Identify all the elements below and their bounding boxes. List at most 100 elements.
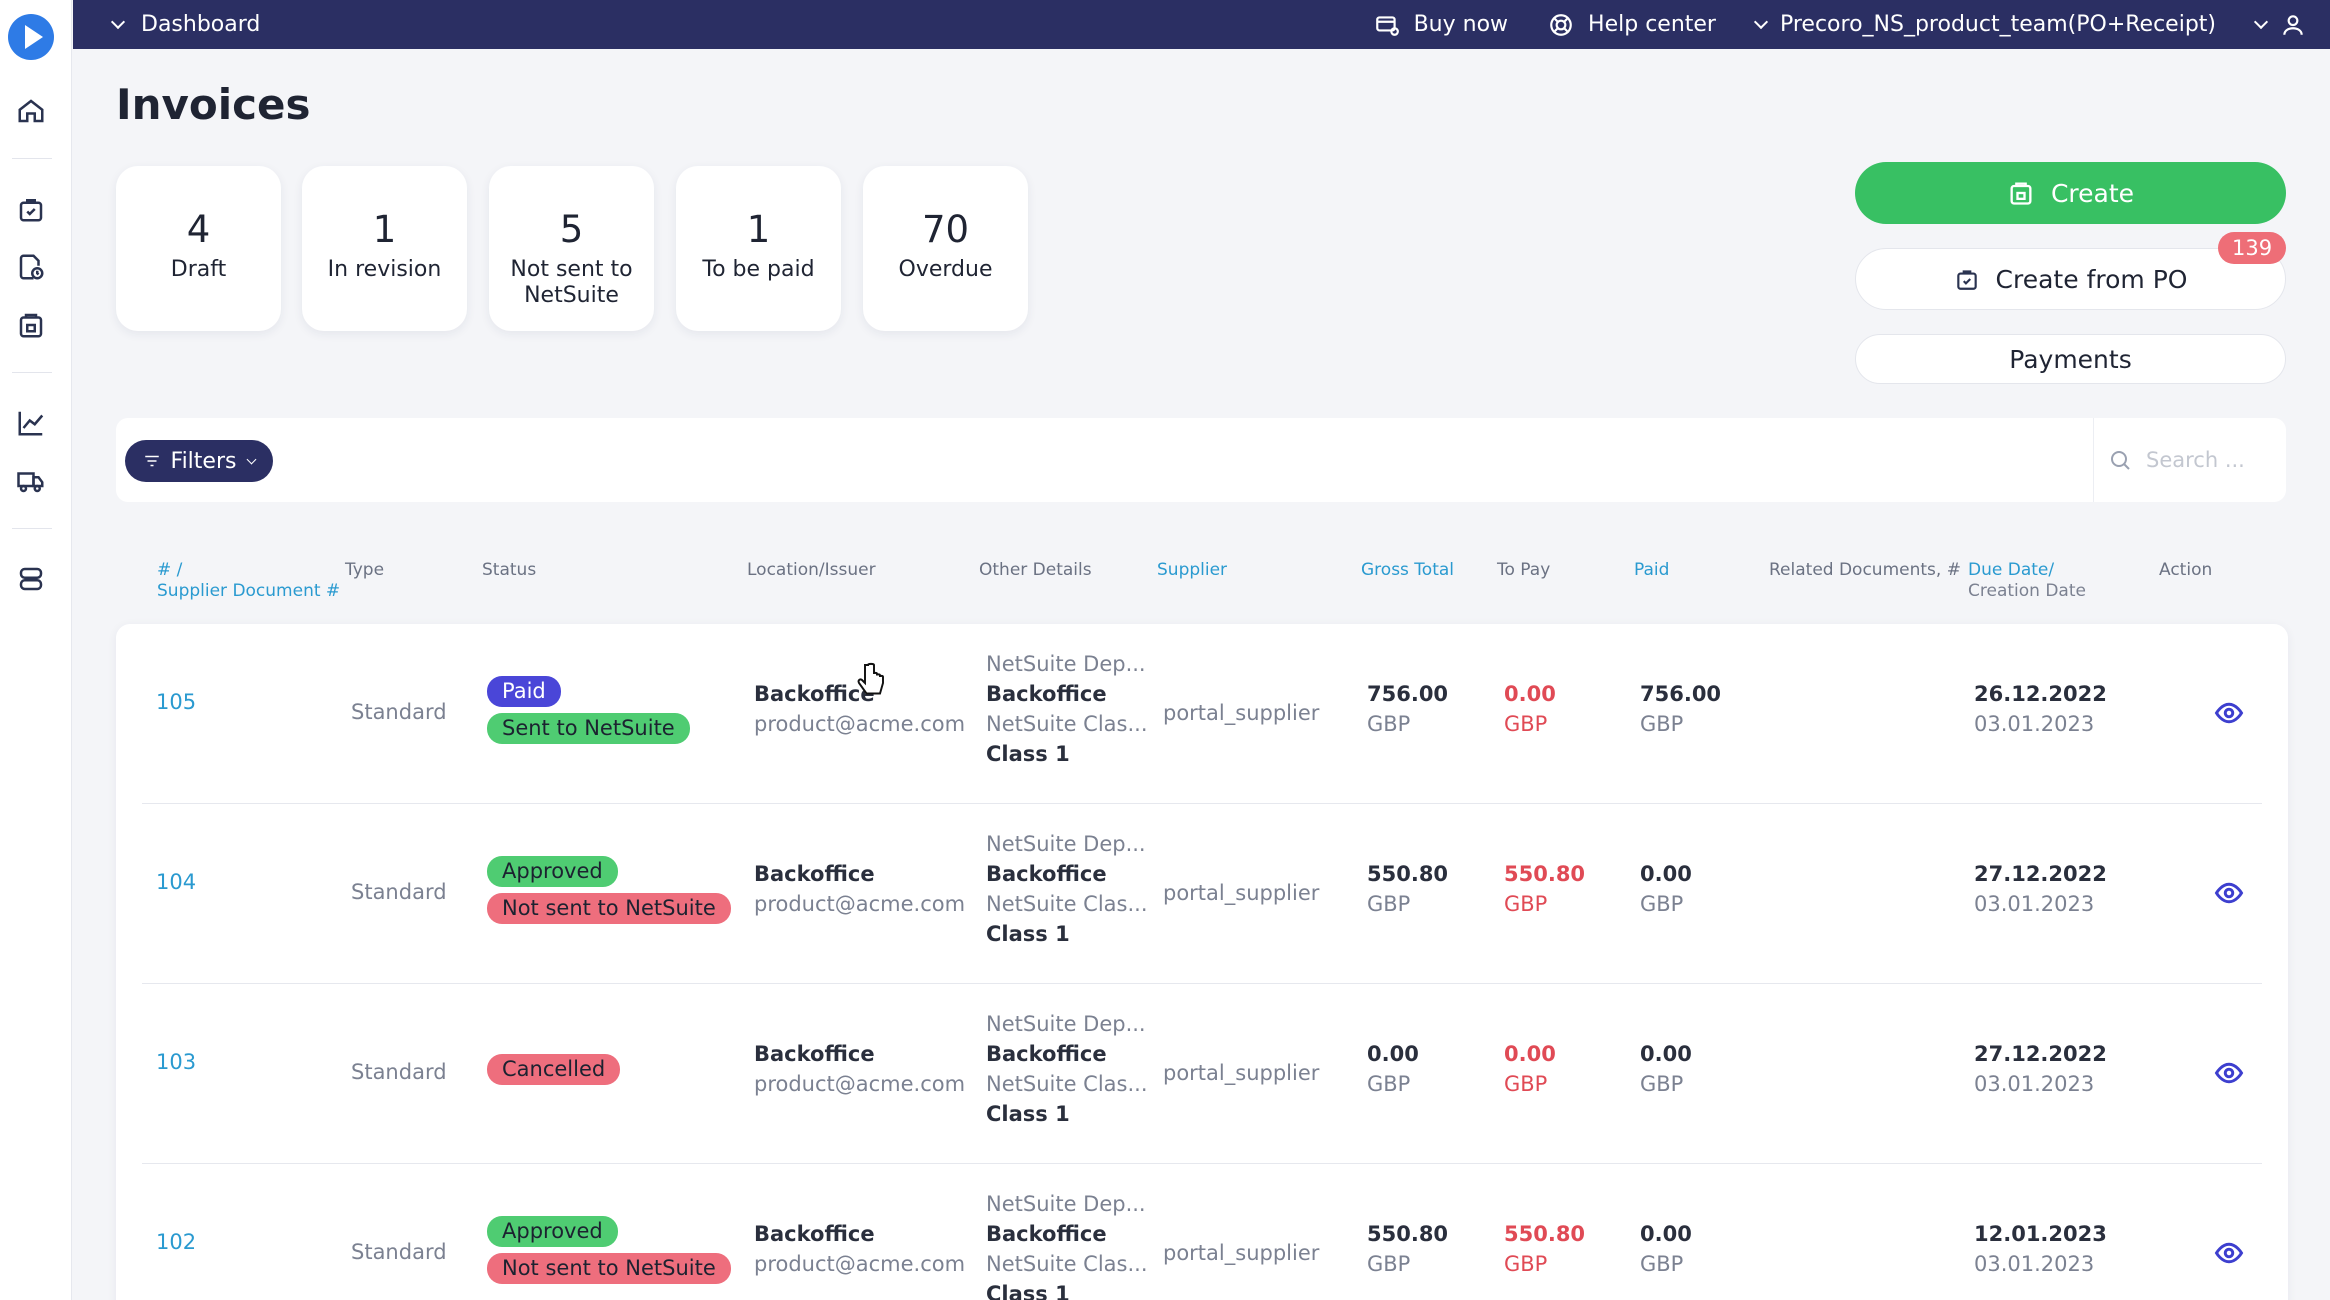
detail-line: NetSuite Clas... [986, 892, 1148, 916]
gross-amount: 756.00 [1367, 682, 1449, 706]
status-badge: Approved [487, 1216, 618, 1247]
currency: GBP [1504, 892, 1548, 916]
user-menu[interactable] [2253, 12, 2306, 38]
currency: GBP [1504, 712, 1548, 736]
location-cell: Backoffice product@acme.com [754, 1219, 965, 1279]
invoice-number-link[interactable]: 105 [156, 690, 197, 714]
location-name: Backoffice [754, 1042, 875, 1066]
due-date: 27.12.2022 [1974, 862, 2107, 886]
filter-icon [144, 455, 159, 467]
table-row[interactable]: 102 Standard Approved Not sent to NetSui… [116, 1164, 2288, 1300]
purchase-bag-icon[interactable] [14, 192, 48, 226]
currency: GBP [1640, 712, 1684, 736]
location-name: Backoffice [754, 682, 875, 706]
buy-now-link[interactable]: Buy now [1374, 12, 1508, 38]
issuer-email: product@acme.com [754, 712, 966, 736]
stat-card-overdue[interactable]: 70 Overdue [863, 166, 1028, 331]
column-header-gross-total[interactable]: Gross Total [1361, 560, 1455, 580]
detail-line: Class 1 [986, 1282, 1070, 1300]
detail-line: NetSuite Dep... [986, 1012, 1146, 1036]
purchase-bag-icon [1956, 270, 1977, 290]
creation-date: 03.01.2023 [1974, 712, 2095, 736]
currency: GBP [1504, 1072, 1548, 1096]
supplier-name: portal_supplier [1163, 701, 1320, 725]
stat-value: 1 [372, 208, 397, 251]
sidebar-divider [12, 372, 52, 373]
creation-date: 03.01.2023 [1974, 1072, 2095, 1096]
search-icon [2111, 451, 2130, 470]
currency: GBP [1504, 1252, 1548, 1276]
stat-card-to-be-paid[interactable]: 1 To be paid [676, 166, 841, 331]
stat-card-not-sent[interactable]: 5 Not sent to NetSuite [489, 166, 654, 331]
document-clock-icon[interactable] [14, 250, 48, 284]
currency: GBP [1367, 712, 1411, 736]
invoice-icon[interactable] [14, 308, 48, 342]
to-pay-cell: 0.00 GBP [1504, 679, 1556, 739]
column-header-due-date[interactable]: Due Date/ Creation Date [1968, 560, 2086, 602]
to-pay-amount: 550.80 [1504, 1222, 1586, 1246]
invoice-number-link[interactable]: 104 [156, 870, 197, 894]
column-header-number[interactable]: # / Supplier Document # [157, 560, 340, 602]
stat-value: 5 [559, 208, 584, 251]
dashboard-toggle[interactable]: Dashboard [110, 12, 260, 37]
due-date: 26.12.2022 [1974, 682, 2107, 706]
stat-card-in-revision[interactable]: 1 In revision [302, 166, 467, 331]
stat-label: Overdue [898, 257, 993, 282]
invoice-number-link[interactable]: 103 [156, 1050, 197, 1074]
paid-amount: 0.00 [1640, 1222, 1692, 1246]
stat-value: 1 [746, 208, 771, 251]
location-name: Backoffice [754, 1222, 875, 1246]
to-pay-amount: 0.00 [1504, 1042, 1556, 1066]
to-pay-amount: 550.80 [1504, 862, 1586, 886]
filters-button[interactable]: Filters [125, 440, 273, 482]
create-from-po-button[interactable]: Create from PO [1855, 248, 2286, 310]
paid-cell: 0.00 GBP [1640, 1219, 1692, 1279]
column-header-status: Status [482, 560, 537, 580]
status-badge: Sent to NetSuite [487, 713, 690, 744]
app-logo[interactable] [8, 14, 54, 60]
creation-date: 03.01.2023 [1974, 892, 2095, 916]
payments-button[interactable]: Payments [1855, 334, 2286, 384]
delivery-truck-icon[interactable] [14, 464, 48, 498]
due-date-cell: 12.01.2023 03.01.2023 [1974, 1219, 2107, 1279]
table-row[interactable]: 104 Standard Approved Not sent to NetSui… [116, 804, 2288, 984]
create-button[interactable]: Create [1855, 162, 2286, 224]
help-center-link[interactable]: Help center [1548, 12, 1716, 38]
chevron-down-icon [2253, 14, 2269, 29]
location-cell: Backoffice product@acme.com [754, 679, 965, 739]
sidebar-divider [12, 158, 52, 159]
invoice-number-link[interactable]: 102 [156, 1230, 197, 1254]
sidebar [0, 0, 72, 1300]
issuer-email: product@acme.com [754, 1072, 966, 1096]
column-header-due-line1: Due Date/ [1968, 560, 2055, 580]
column-header-supplier[interactable]: Supplier [1157, 560, 1228, 580]
table-row[interactable]: 105 Standard Paid Sent to NetSuite Backo… [116, 624, 2288, 804]
paid-amount: 0.00 [1640, 1042, 1692, 1066]
home-icon[interactable] [14, 94, 48, 128]
search-input[interactable] [2146, 448, 2266, 472]
view-eye-icon[interactable] [2214, 878, 2244, 908]
help-center-label: Help center [1588, 12, 1716, 37]
stat-card-draft[interactable]: 4 Draft [116, 166, 281, 331]
gross-total-cell: 550.80 GBP [1367, 859, 1448, 919]
user-icon [2283, 14, 2303, 35]
view-eye-icon[interactable] [2214, 698, 2244, 728]
detail-line: NetSuite Clas... [986, 712, 1148, 736]
company-selector[interactable]: Precoro_NS_product_team(PO+Receipt) [1753, 12, 2216, 37]
row-divider [142, 803, 2262, 804]
database-icon[interactable] [14, 562, 48, 596]
due-date-cell: 27.12.2022 03.01.2023 [1974, 1039, 2107, 1099]
other-details-cell: NetSuite Dep... Backoffice NetSuite Clas… [986, 1189, 1148, 1300]
analytics-icon[interactable] [14, 406, 48, 440]
buy-now-label: Buy now [1413, 12, 1509, 37]
currency: GBP [1367, 1072, 1411, 1096]
chevron-down-icon [247, 454, 257, 465]
column-header-related: Related Documents, # [1769, 560, 1961, 580]
other-details-cell: NetSuite Dep... Backoffice NetSuite Clas… [986, 649, 1148, 769]
filters-label: Filters [170, 448, 237, 474]
to-pay-cell: 550.80 GBP [1504, 859, 1585, 919]
column-header-paid[interactable]: Paid [1634, 560, 1670, 580]
view-eye-icon[interactable] [2214, 1058, 2244, 1088]
table-row[interactable]: 103 Standard Cancelled Backoffice produc… [116, 984, 2288, 1164]
view-eye-icon[interactable] [2214, 1238, 2244, 1268]
